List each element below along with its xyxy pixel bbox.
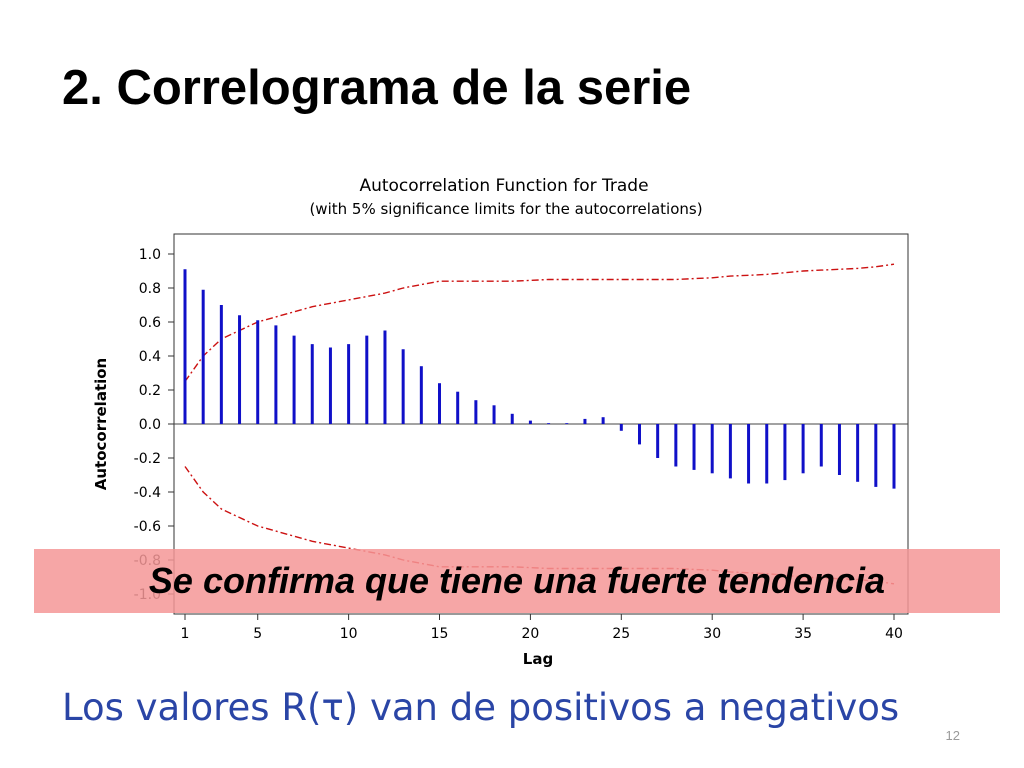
- chart-title: Autocorrelation Function for Trade: [359, 176, 648, 196]
- page-number: 12: [945, 728, 960, 743]
- x-tick-label: 15: [431, 626, 449, 642]
- conclusion-callout: Se confirma que tiene una fuerte tendenc…: [34, 549, 1000, 613]
- x-tick-label: 1: [181, 626, 190, 642]
- x-tick-label: 30: [703, 626, 721, 642]
- x-tick-label: 5: [253, 626, 262, 642]
- slide-title: 2. Correlograma de la serie: [62, 61, 692, 115]
- x-tick-label: 20: [521, 626, 539, 642]
- y-tick-label: 0.6: [139, 315, 161, 331]
- callout-text: Se confirma que tiene una fuerte tendenc…: [148, 560, 886, 601]
- y-tick-label: 0.0: [139, 417, 161, 433]
- y-tick-label: 1.0: [139, 247, 161, 263]
- y-tick-label: -0.6: [134, 519, 161, 535]
- bottom-text: Los valores R(τ) van de positivos a nega…: [62, 686, 900, 729]
- y-tick-label: 0.4: [139, 349, 161, 365]
- x-tick-label: 10: [340, 626, 358, 642]
- x-tick-label: 25: [612, 626, 630, 642]
- chart-subtitle: (with 5% significance limits for the aut…: [309, 200, 702, 218]
- upper-significance-limit: [184, 263, 895, 382]
- x-tick-label: 40: [885, 626, 903, 642]
- x-tick-label: 35: [794, 626, 812, 642]
- y-axis-label: Autocorrelation: [92, 358, 110, 491]
- x-axis-label: Lag: [523, 650, 553, 668]
- y-tick-label: 0.8: [139, 281, 161, 297]
- y-tick-label: -0.4: [134, 485, 161, 501]
- y-tick-label: -0.2: [134, 451, 161, 467]
- y-tick-label: 0.2: [139, 383, 161, 399]
